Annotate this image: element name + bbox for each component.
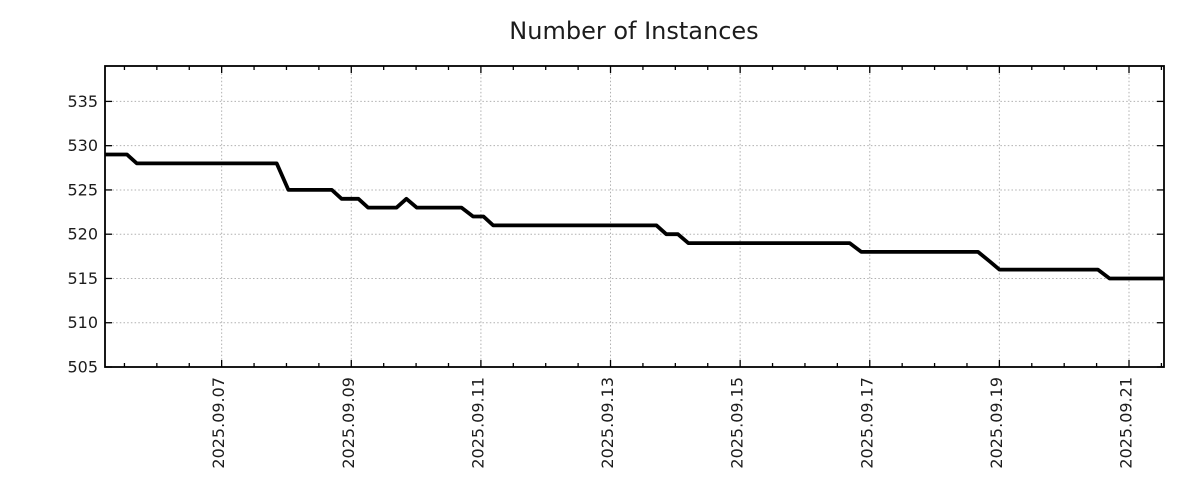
y-tick-label: 505 bbox=[67, 358, 98, 377]
plot-border bbox=[104, 65, 1165, 368]
x-tick-label: 2025.09.19 bbox=[987, 377, 1006, 469]
x-tick-label: 2025.09.09 bbox=[339, 377, 358, 469]
y-tick-label: 535 bbox=[67, 92, 98, 111]
y-tick-label: 510 bbox=[67, 313, 98, 332]
y-tick-label: 530 bbox=[67, 136, 98, 155]
x-tick-label: 2025.09.11 bbox=[468, 377, 487, 469]
y-tick-label: 515 bbox=[67, 269, 98, 288]
y-tick-label: 525 bbox=[67, 180, 98, 199]
x-tick-label: 2025.09.17 bbox=[857, 377, 876, 469]
data-line bbox=[105, 152, 1164, 281]
x-tick-label: 2025.09.21 bbox=[1117, 377, 1136, 469]
y-tick-label: 520 bbox=[67, 225, 98, 244]
x-tick-label: 2025.09.15 bbox=[728, 377, 747, 469]
x-tick-label: 2025.09.13 bbox=[598, 377, 617, 469]
chart-title: Number of Instances bbox=[509, 17, 758, 45]
x-tick-label: 2025.09.07 bbox=[209, 377, 228, 469]
plot-area: 2025.09.07 2025.09.09 2025.09.11 2025.09.13… bbox=[67, 65, 1165, 469]
